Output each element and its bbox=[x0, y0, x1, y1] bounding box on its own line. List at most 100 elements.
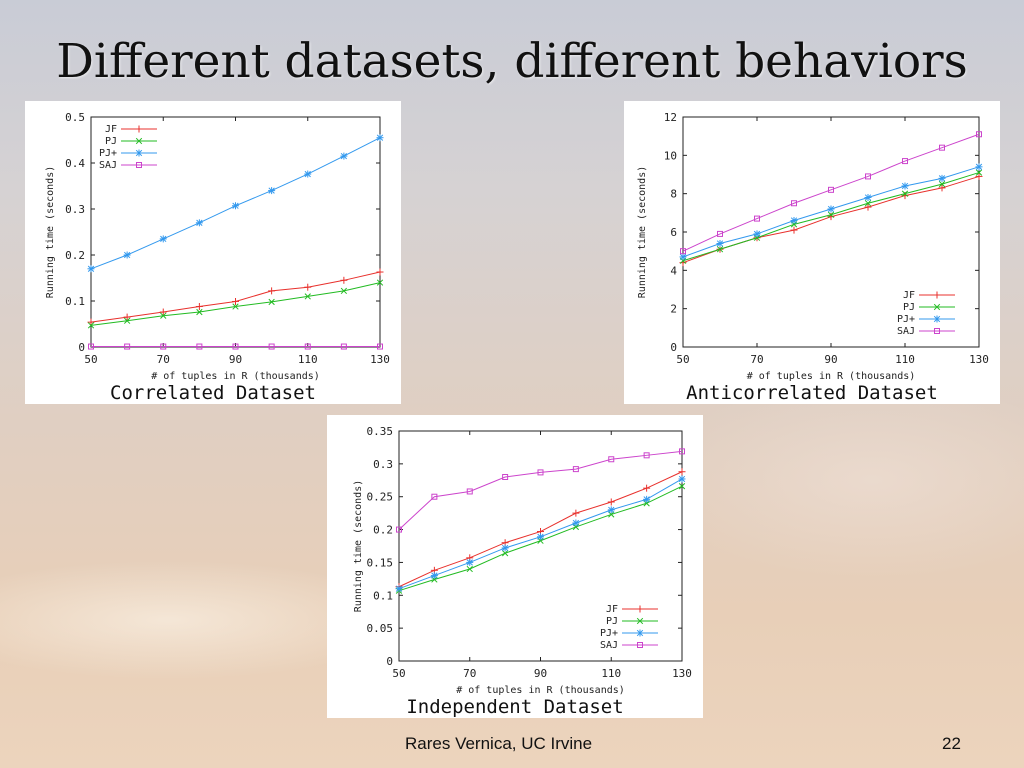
data-point bbox=[268, 287, 276, 295]
independent-chart: 0 0.05 0.1 0.15 0.2 0.25 0.3 0.35 50 70 90 110 130 # … bbox=[353, 425, 692, 696]
data-point bbox=[87, 322, 95, 329]
legend-label: SAJ bbox=[600, 640, 618, 651]
data-point bbox=[502, 474, 509, 480]
data-point bbox=[501, 550, 509, 557]
data-point bbox=[607, 498, 615, 506]
data-point bbox=[195, 219, 203, 227]
data-point bbox=[678, 475, 686, 483]
legend-marker bbox=[636, 629, 644, 637]
data-point bbox=[232, 297, 239, 305]
data-point bbox=[159, 235, 167, 243]
data-point bbox=[196, 308, 203, 316]
legend-marker bbox=[933, 315, 941, 323]
chart-caption: Anticorrelated Dataset bbox=[686, 382, 938, 404]
data-point bbox=[123, 317, 131, 324]
legend-label: JF bbox=[903, 290, 915, 301]
data-point bbox=[938, 184, 946, 192]
x-tick-label: 130 bbox=[672, 667, 692, 680]
data-point bbox=[160, 312, 167, 319]
legend-label: PJ bbox=[105, 136, 117, 147]
y-tick-label: 2 bbox=[670, 303, 677, 316]
data-point bbox=[88, 343, 94, 350]
x-tick-label: 90 bbox=[824, 353, 837, 366]
data-point bbox=[537, 533, 544, 541]
data-point bbox=[159, 308, 167, 316]
legend-marker bbox=[636, 617, 644, 625]
x-tick-label: 70 bbox=[463, 667, 476, 680]
data-point bbox=[501, 544, 509, 552]
legend-marker bbox=[933, 291, 941, 299]
y-tick-label: 10 bbox=[664, 149, 677, 162]
y-tick-label: 0.05 bbox=[367, 622, 394, 635]
data-point bbox=[232, 202, 239, 210]
x-axis-label: # of tuples in R (thousands) bbox=[747, 371, 916, 382]
slide-title: Different datasets, different behaviors bbox=[56, 34, 968, 89]
legend-label: JF bbox=[105, 124, 117, 135]
data-point bbox=[643, 484, 651, 492]
data-point bbox=[430, 572, 438, 580]
y-tick-label: 0.35 bbox=[367, 425, 394, 438]
data-point bbox=[466, 488, 473, 495]
x-tick-label: 50 bbox=[676, 353, 689, 366]
data-point bbox=[572, 509, 580, 517]
data-point bbox=[87, 265, 95, 273]
data-point bbox=[975, 172, 983, 180]
legend-label: PJ+ bbox=[99, 148, 117, 159]
data-point bbox=[572, 519, 580, 527]
y-axis-label: Running time (seconds) bbox=[45, 166, 56, 298]
data-point bbox=[678, 468, 686, 476]
data-point bbox=[790, 217, 798, 224]
y-tick-label: 8 bbox=[670, 188, 677, 201]
data-point bbox=[753, 230, 761, 238]
data-point bbox=[608, 456, 615, 463]
y-tick-label: 0.3 bbox=[65, 203, 85, 216]
legend-label: PJ+ bbox=[600, 628, 618, 639]
data-point bbox=[790, 226, 798, 234]
series-line-saj bbox=[682, 133, 980, 252]
data-point bbox=[395, 585, 403, 593]
chart-caption: Independent Dataset bbox=[406, 696, 624, 718]
legend-marker bbox=[934, 328, 940, 334]
y-tick-label: 12 bbox=[664, 111, 677, 124]
data-point bbox=[976, 131, 982, 138]
x-tick-label: 90 bbox=[534, 667, 547, 680]
data-point bbox=[340, 343, 347, 350]
y-axis-label: Running time (seconds) bbox=[637, 166, 648, 298]
data-point bbox=[716, 240, 724, 247]
plot-frame bbox=[90, 116, 381, 348]
data-point bbox=[864, 200, 872, 207]
data-point bbox=[679, 448, 685, 455]
background-haze bbox=[644, 380, 1024, 580]
data-point bbox=[196, 343, 203, 350]
legend-marker bbox=[135, 125, 143, 133]
y-tick-label: 4 bbox=[670, 264, 677, 277]
x-tick-label: 110 bbox=[298, 353, 318, 366]
x-axis-label: # of tuples in R (thousands) bbox=[456, 685, 625, 696]
data-point bbox=[431, 493, 438, 500]
y-tick-label: 0.3 bbox=[373, 458, 393, 471]
data-point bbox=[340, 287, 348, 295]
data-point bbox=[268, 298, 275, 306]
data-point bbox=[376, 268, 384, 276]
data-point bbox=[827, 205, 835, 213]
legend-label: PJ+ bbox=[897, 314, 915, 325]
x-tick-label: 130 bbox=[969, 353, 989, 366]
chart-caption: Correlated Dataset bbox=[110, 382, 316, 404]
data-point bbox=[791, 200, 797, 207]
x-axis-label: # of tuples in R (thousands) bbox=[151, 371, 320, 382]
data-point bbox=[679, 253, 687, 261]
x-tick-label: 70 bbox=[750, 353, 763, 366]
data-point bbox=[340, 152, 348, 160]
legend-marker bbox=[135, 149, 143, 157]
data-point bbox=[865, 173, 871, 180]
independent-chart-panel: 0 0.05 0.1 0.15 0.2 0.25 0.3 0.35 50 70 90 110 130 # … bbox=[327, 415, 703, 718]
correlated-chart: 0 0.1 0.2 0.3 0.4 0.5 50 70 90 110 130 # of tuples … bbox=[45, 111, 390, 382]
y-tick-label: 0.2 bbox=[373, 524, 393, 537]
data-point bbox=[828, 186, 834, 193]
data-point bbox=[975, 169, 983, 176]
data-point bbox=[754, 215, 760, 222]
x-tick-label: 110 bbox=[895, 353, 915, 366]
data-point bbox=[537, 469, 544, 476]
data-point bbox=[608, 511, 615, 518]
data-point bbox=[975, 163, 983, 171]
